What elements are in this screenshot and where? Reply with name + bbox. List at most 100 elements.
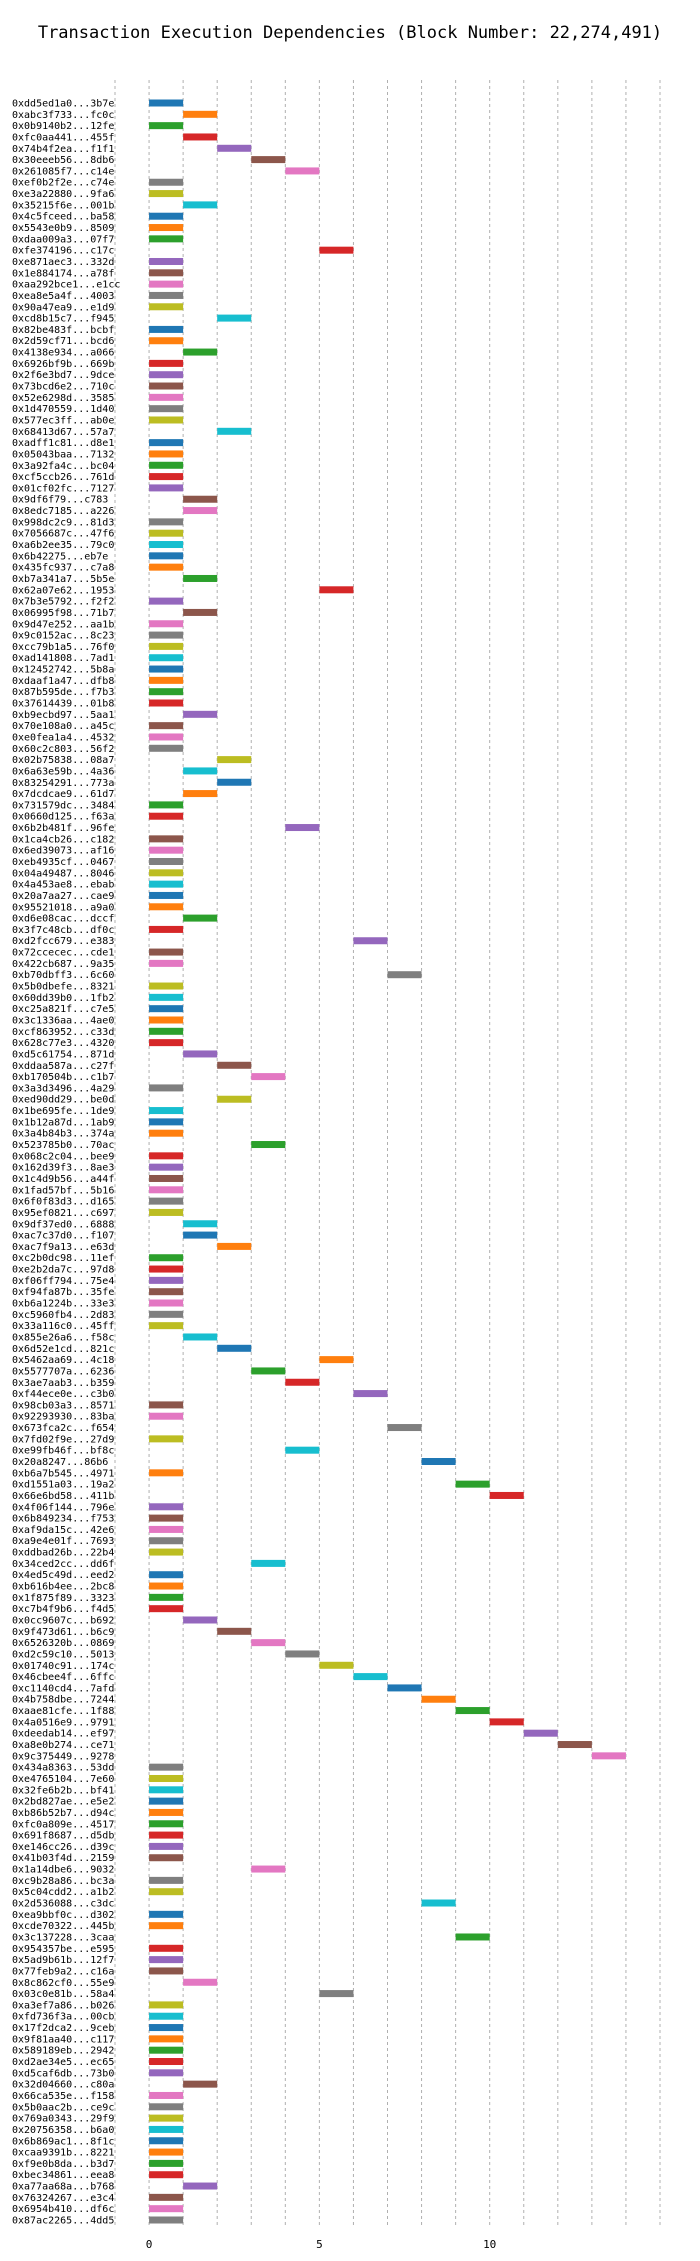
transaction-bar: [149, 450, 184, 458]
transaction-bar: [387, 1424, 422, 1432]
transaction-label: 0x0b9140b2...12fe: [12, 121, 114, 132]
transaction-bar: [183, 507, 218, 515]
transaction-label: 0xe0fea1a4...4532: [12, 732, 114, 743]
transaction-label: 0x4f06f144...796e: [12, 1502, 114, 1513]
transaction-label: 0xaa292bce1...e1cc: [12, 280, 120, 291]
transaction-bar: [149, 1254, 184, 1262]
transaction-bar: [149, 269, 184, 277]
transaction-label: 0xd6e08cac...dccf: [12, 914, 114, 925]
transaction-label: 0x17f2dca2...9ceb: [12, 2023, 114, 2034]
transaction-label: 0x3ae7aab3...b359: [12, 1378, 114, 1389]
transaction-bar: [149, 382, 184, 390]
transaction-bar: [183, 133, 218, 141]
transaction-bar: [149, 1786, 184, 1794]
transaction-label: 0xf06ff794...75e4: [12, 1276, 114, 1287]
x-axis-ticks: 0 5 10: [146, 2238, 497, 2251]
transaction-label: 0x70e108a0...a45c: [12, 721, 114, 732]
transaction-bar: [149, 1129, 184, 1137]
transaction-label: 0x34ced2cc...dd6f: [12, 1559, 114, 1570]
transaction-label: 0x5b0dbefe...8321: [12, 982, 114, 993]
transaction-label: 0x66e6bd58...411b: [12, 1491, 114, 1502]
transaction-label: 0xb86b52b7...d94c: [12, 1808, 114, 1819]
transaction-bar: [149, 563, 184, 571]
transaction-label: 0xbec34861...eea8: [12, 2170, 114, 2181]
transaction-label: 0x068c2c04...bee9: [12, 1151, 114, 1162]
transaction-label: 0x62a07e62...1953: [12, 585, 114, 596]
transaction-label: 0x731579dc...3484: [12, 800, 114, 811]
transaction-bar: [149, 2046, 184, 2054]
transaction-bar: [149, 99, 184, 107]
transaction-label: 0xb6a1224b...33e3: [12, 1299, 114, 1310]
transaction-label: 0x4b758dbe...7244: [12, 1695, 114, 1706]
transaction-label: 0x5ad9b61b...12f7: [12, 1955, 114, 1966]
transaction-label: 0xc1140cd4...7afd: [12, 1683, 114, 1694]
transaction-bar: [149, 1763, 184, 1771]
transaction-bar: [149, 982, 184, 990]
transaction-bar: [149, 1152, 184, 1160]
transaction-bar: [183, 574, 218, 582]
transaction-label: 0x8edc7185...a226: [12, 506, 114, 517]
transaction-bar: [149, 1265, 184, 1273]
transaction-bar: [149, 597, 184, 605]
transaction-bar: [353, 1390, 388, 1398]
transaction-label: 0x9d47e252...aa1b: [12, 619, 114, 630]
transaction-label: 0x6ed39073...af16: [12, 846, 114, 857]
transaction-label: 0x05043baa...7132: [12, 449, 114, 460]
transaction-label: 0xa9e4e01f...7693: [12, 1536, 114, 1547]
transaction-bar: [149, 2171, 184, 2179]
transaction-bar: [149, 303, 184, 311]
transaction-bar: [149, 1118, 184, 1126]
transaction-bar: [421, 1458, 456, 1466]
transaction-label: 0x37614439...01b8: [12, 699, 114, 710]
transaction-bar: [149, 393, 184, 401]
transaction-bar: [149, 1197, 184, 1205]
transaction-bar: [149, 2159, 184, 2167]
transaction-bar: [217, 144, 252, 152]
transaction-bar: [183, 914, 218, 922]
transaction-bar: [183, 1220, 218, 1228]
transaction-bar: [149, 1163, 184, 1171]
transaction-label: 0xc5960fb4...2d83: [12, 1310, 114, 1321]
transaction-label: 0x1a14dbe6...9032: [12, 1865, 114, 1876]
transaction-label: 0x0660d125...f63a: [12, 812, 114, 823]
transaction-label: 0xf94fa87b...35fe: [12, 1287, 114, 1298]
transaction-label: 0xcaa9391b...8221: [12, 2148, 114, 2159]
transaction-label: 0xea8e5a4f...4003: [12, 291, 114, 302]
transaction-bar: [387, 971, 422, 979]
transaction-bar: [149, 2148, 184, 2156]
transaction-bar: [149, 405, 184, 413]
transaction-label: 0x434a8363...53dd: [12, 1763, 114, 1774]
transaction-label: 0x30eeeb56...8db6: [12, 155, 114, 166]
transaction-bar: [149, 2012, 184, 2020]
transaction-label: 0x68413d67...57a7: [12, 427, 114, 438]
transaction-label: 0xed90dd29...be0d: [12, 1095, 114, 1106]
transaction-label: 0x2d59cf71...bcd6: [12, 336, 114, 347]
transaction-bar: [149, 1797, 184, 1805]
transaction-label: 0x6926bf9b...669b: [12, 359, 114, 370]
transaction-label: 0xfc0a809e...4517: [12, 1819, 114, 1830]
transaction-label: 0x422cb687...9a35: [12, 959, 114, 970]
transaction-label: 0x73bcd6e2...710c: [12, 382, 114, 393]
transaction-label: 0xc9b28a86...bc3a: [12, 1876, 114, 1887]
transaction-label: 0x46cbee4f...6ffc: [12, 1672, 114, 1683]
transaction-bar: [183, 495, 218, 503]
transaction-label: 0xb7a341a7...5b5e: [12, 574, 114, 585]
transaction-bar: [251, 1559, 286, 1567]
transaction-bar: [217, 778, 252, 786]
transaction-label: 0x4c5fceed...ba58: [12, 212, 114, 223]
transaction-bar: [183, 2182, 218, 2190]
transaction-bar: [455, 1933, 490, 1941]
transaction-label: 0xea9bbf0c...d302: [12, 1910, 114, 1921]
transaction-bar: [149, 1412, 184, 1420]
transaction-label: 0xcf5ccb26...761d: [12, 472, 114, 483]
transaction-bar: [149, 2216, 184, 2224]
transaction-bar: [149, 1910, 184, 1918]
transaction-bar: [353, 1673, 388, 1681]
transaction-bar: [149, 620, 184, 628]
transaction-label: 0x1be695fe...1de9: [12, 1106, 114, 1117]
transaction-label: 0x4138e934...a066: [12, 348, 114, 359]
transaction-bar: [217, 1061, 252, 1069]
transaction-bar: [149, 665, 184, 673]
transaction-label: 0x4a0516e9...9791: [12, 1717, 114, 1728]
transaction-label: 0xac7f9a13...e63d: [12, 1242, 114, 1253]
